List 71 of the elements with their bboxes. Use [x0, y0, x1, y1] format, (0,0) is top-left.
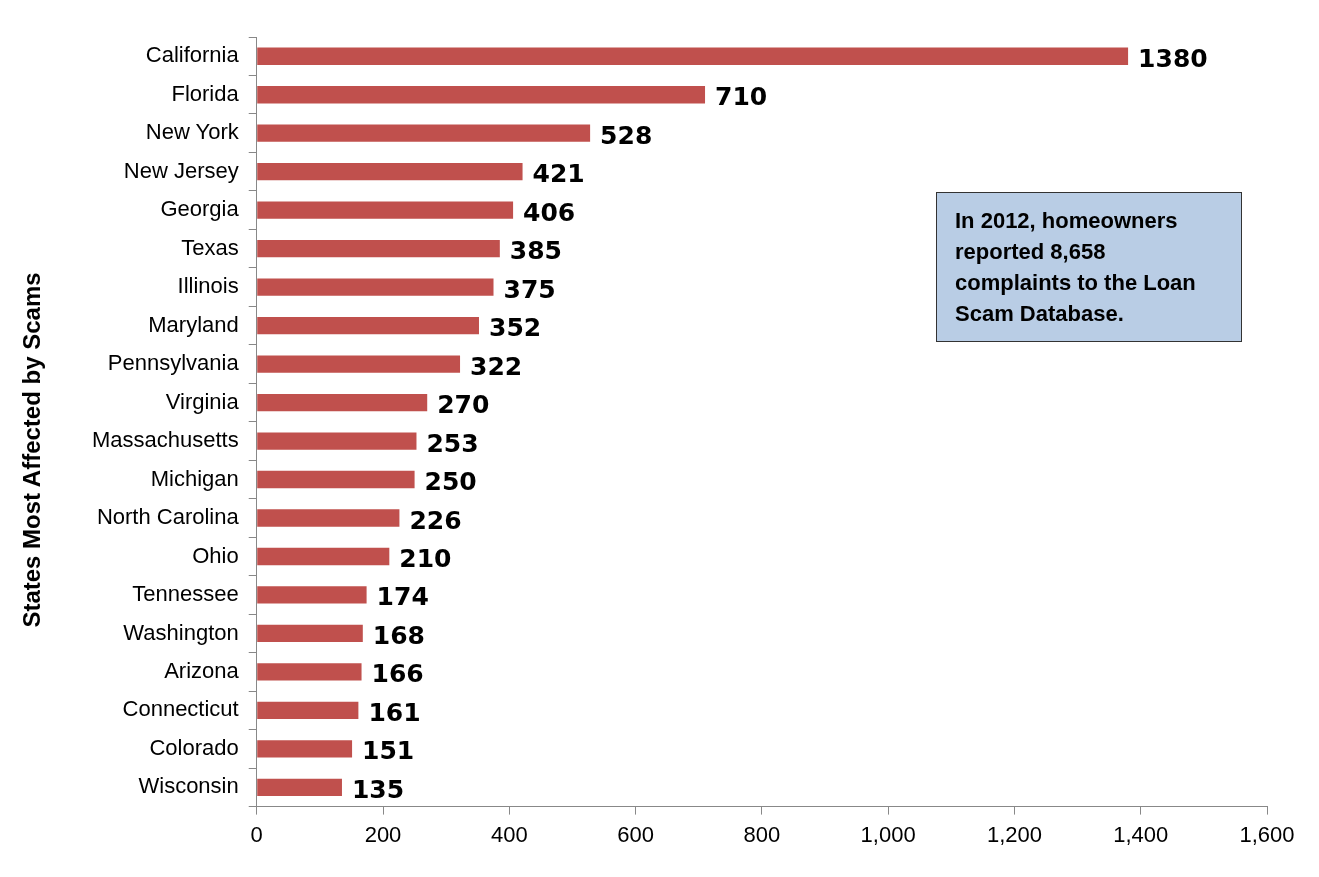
callout-box: In 2012, homeowners reported 8,658 complaints to the Loan Scam Database.	[936, 192, 1242, 342]
data-label: 166	[371, 659, 424, 689]
bar	[257, 740, 353, 758]
data-label: 421	[532, 159, 585, 189]
y-tick-label: Massachusetts	[91, 427, 239, 453]
bar	[257, 393, 428, 412]
y-tick-label: Washington	[123, 619, 239, 645]
y-tick-label: Tennessee	[132, 581, 239, 607]
data-label: 352	[488, 313, 542, 343]
data-label: 135	[351, 774, 405, 804]
y-tick-label: Virginia	[165, 388, 240, 414]
y-tick-label: Colorado	[149, 734, 239, 760]
data-label: 1380	[1138, 43, 1208, 73]
bar	[257, 278, 494, 296]
y-tick-label: Pennsylvania	[107, 350, 240, 376]
y-tick-label: North Carolina	[96, 504, 240, 530]
data-label: 406	[523, 197, 576, 227]
y-tick-label: Florida	[171, 80, 240, 106]
bar	[257, 701, 359, 720]
x-tick-label: 1,200	[986, 821, 1042, 847]
y-tick-label: Arizona	[164, 657, 240, 683]
bar	[257, 201, 514, 219]
bar	[257, 586, 367, 604]
data-label: 385	[509, 236, 563, 266]
y-tick-label: New York	[145, 119, 240, 145]
x-tick-label: 600	[617, 821, 654, 847]
bar	[257, 470, 415, 489]
y-tick-label: Wisconsin	[138, 773, 239, 799]
bar	[257, 778, 342, 797]
data-label: 528	[600, 120, 653, 150]
data-label: 210	[399, 543, 452, 573]
x-tick-label: 1,400	[1113, 821, 1169, 847]
bar	[257, 47, 1129, 65]
bar	[257, 432, 417, 450]
data-label: 710	[715, 82, 768, 112]
bar	[257, 663, 362, 681]
y-axis-title: States Most Affected by Scams	[18, 272, 46, 628]
y-tick-label: Maryland	[148, 311, 239, 337]
bar	[257, 355, 461, 373]
x-tick-label: 400	[490, 821, 528, 847]
bar	[257, 316, 479, 335]
data-label: 161	[368, 697, 421, 727]
data-label: 253	[426, 428, 479, 458]
x-tick-label: 1,600	[1239, 821, 1295, 847]
x-tick-label: 800	[743, 821, 781, 847]
bar	[257, 239, 500, 258]
x-tick-label: 200	[364, 821, 402, 847]
bar	[257, 547, 390, 566]
x-tick-label: 0	[250, 821, 263, 847]
data-label: 226	[409, 505, 462, 535]
x-tick-label: 1,000	[860, 821, 916, 847]
bar	[257, 86, 706, 104]
data-label: 168	[372, 620, 425, 650]
data-label: 322	[470, 351, 523, 381]
y-tick-label: Illinois	[177, 273, 239, 299]
data-label: 151	[362, 736, 415, 766]
data-label: 270	[437, 390, 490, 420]
y-tick-label: Connecticut	[122, 696, 239, 722]
y-tick-label: Texas	[181, 234, 239, 260]
bar	[257, 124, 591, 142]
y-tick-label: New Jersey	[123, 157, 239, 183]
data-label: 375	[503, 274, 556, 304]
y-tick-label: Georgia	[160, 196, 240, 222]
bar	[257, 624, 363, 643]
bar	[257, 163, 523, 181]
y-tick-label: California	[145, 42, 240, 68]
y-tick-label: Ohio	[192, 542, 239, 568]
bar	[257, 509, 400, 527]
data-label: 174	[376, 582, 429, 612]
data-label: 250	[424, 467, 477, 497]
y-tick-label: Michigan	[150, 465, 239, 491]
